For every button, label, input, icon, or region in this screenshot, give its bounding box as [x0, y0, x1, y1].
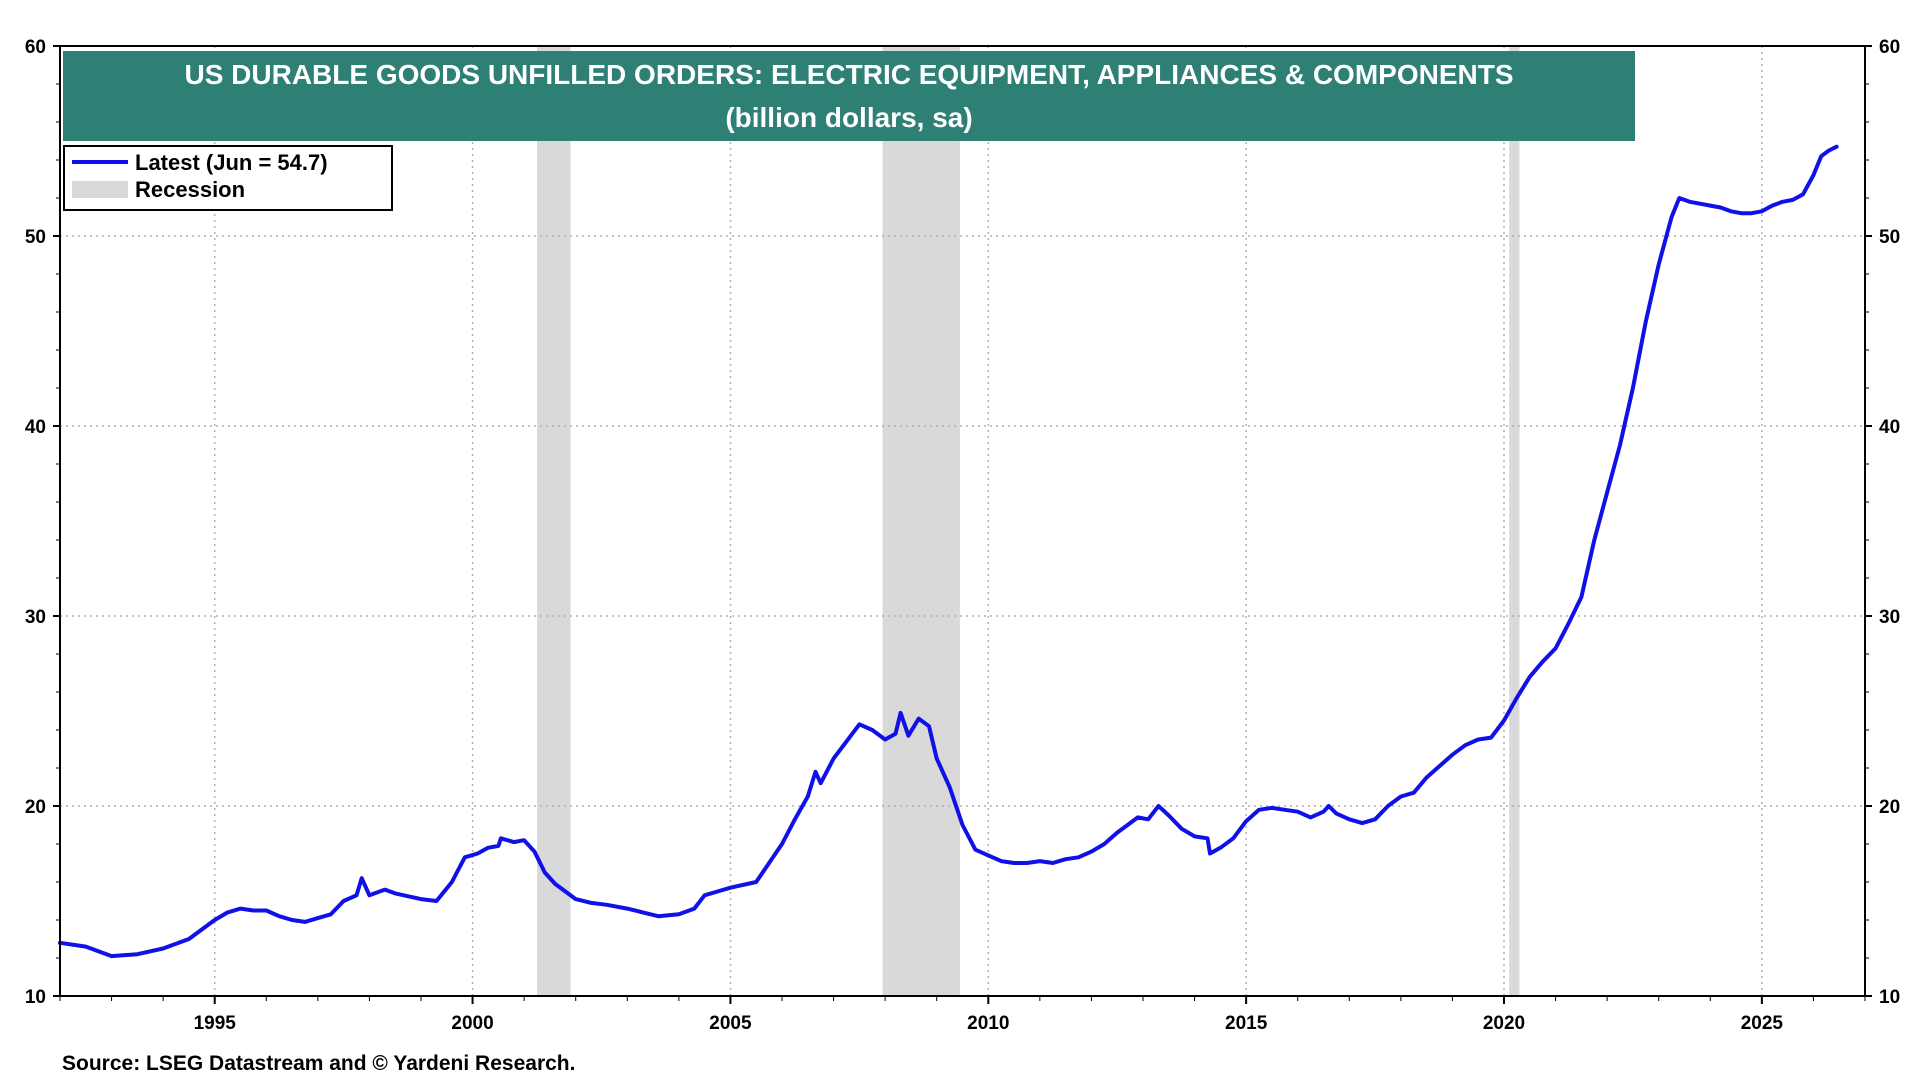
recession-band-2	[882, 46, 960, 996]
recession-bands	[537, 46, 1520, 996]
title-banner: US DURABLE GOODS UNFILLED ORDERS: ELECTR…	[63, 51, 1635, 141]
y-tick-label-left: 60	[25, 37, 46, 58]
x-tick-label: 2010	[967, 1013, 1009, 1034]
y-tick-label-right: 10	[1879, 987, 1900, 1008]
x-tick-label: 2025	[1741, 1013, 1784, 1034]
y-tick-label-right: 20	[1879, 797, 1900, 818]
y-tick-label-left: 10	[25, 987, 46, 1008]
y-tick-label-right: 30	[1879, 607, 1900, 628]
x-tick-label: 2015	[1225, 1013, 1268, 1034]
series-layer	[58, 144, 1839, 959]
legend-recession-label: Recession	[135, 177, 245, 202]
x-tick-label: 1995	[194, 1013, 237, 1034]
y-tick-label-left: 40	[25, 417, 46, 438]
x-tick-label: 2020	[1483, 1013, 1525, 1034]
chart-title: US DURABLE GOODS UNFILLED ORDERS: ELECTR…	[184, 59, 1513, 90]
y-tick-label-left: 50	[25, 227, 46, 248]
chart-subtitle: (billion dollars, sa)	[725, 102, 972, 133]
y-tick-label-right: 60	[1879, 37, 1900, 58]
series-line-1	[58, 144, 1839, 959]
recession-band-3	[1509, 46, 1520, 996]
legend: Latest (Jun = 54.7) Recession	[63, 145, 393, 211]
legend-recession-swatch	[72, 181, 128, 198]
y-tick-label-right: 40	[1879, 417, 1900, 438]
x-tick-label: 2000	[451, 1013, 493, 1034]
legend-box	[63, 145, 393, 211]
y-tick-label-left: 20	[25, 797, 46, 818]
legend-series-label: Latest (Jun = 54.7)	[135, 150, 328, 175]
y-tick-label-right: 50	[1879, 227, 1900, 248]
recession-band-1	[537, 46, 571, 996]
title-background	[63, 51, 1635, 141]
x-tick-label: 2005	[709, 1013, 752, 1034]
plot-frame	[59, 45, 1866, 997]
y-tick-label-left: 30	[25, 607, 46, 628]
gridlines	[60, 46, 1865, 996]
source-note: Source: LSEG Datastream and © Yardeni Re…	[62, 1052, 575, 1075]
